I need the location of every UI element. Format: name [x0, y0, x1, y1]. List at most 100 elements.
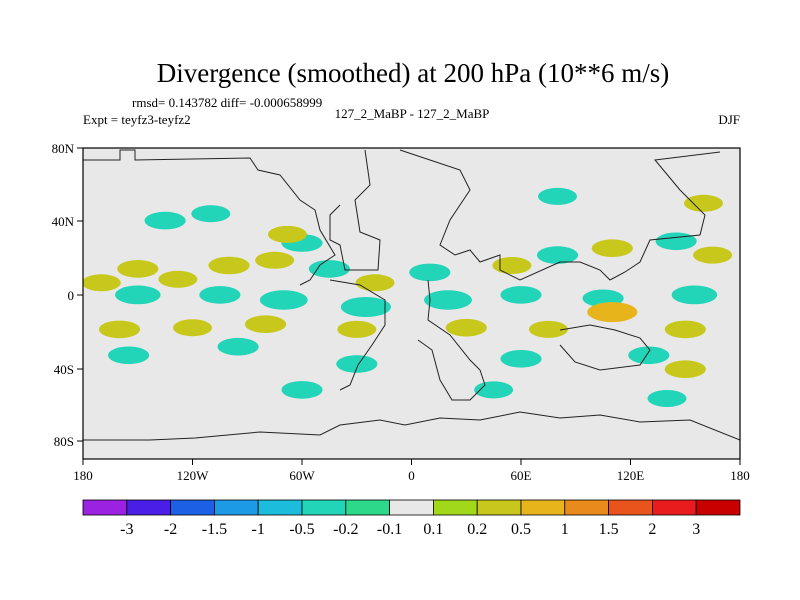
x-tick-label: 180: [730, 468, 750, 483]
colorbar-swatch: [257, 499, 303, 516]
colorbar-label: 0.5: [511, 521, 531, 538]
y-tick-label: 40N: [52, 214, 75, 229]
y-tick-label: 80S: [54, 434, 74, 449]
divergence-blob: [693, 246, 733, 264]
divergence-blob: [144, 211, 186, 230]
colorbar-label: 0.2: [467, 521, 487, 538]
colorbar-swatch: [82, 499, 128, 516]
x-tick-label: 120W: [177, 468, 210, 483]
map-background: [83, 148, 740, 459]
divergence-blob: [158, 270, 198, 288]
colorbar-swatch: [476, 499, 522, 516]
colorbar-label: 1.5: [599, 521, 619, 538]
experiment-label: Expt = teyfz3-teyfz2: [83, 112, 191, 127]
divergence-blob: [647, 390, 687, 407]
divergence-blob: [445, 318, 487, 337]
colorbar-swatch: [301, 499, 347, 516]
divergence-blob: [536, 246, 579, 264]
divergence-blob: [340, 297, 391, 317]
divergence-blob: [267, 225, 307, 243]
divergence-blob: [191, 205, 231, 223]
greenland-outline: [329, 149, 381, 271]
colorbar-label: -1.5: [202, 521, 227, 538]
coastline-outlines: [83, 149, 740, 441]
colorbar-swatch: [564, 499, 609, 516]
colorbar-label: -0.2: [333, 521, 358, 538]
divergence-blob: [538, 187, 577, 205]
y-tick-label: 0: [68, 288, 75, 303]
colorbar-swatch: [389, 499, 434, 516]
divergence-blob: [628, 346, 670, 365]
divergence-blob: [98, 320, 141, 339]
north-america-outline: [83, 149, 336, 286]
africa-outline: [417, 279, 486, 401]
divergence-blob: [208, 256, 250, 275]
divergence-blob: [664, 360, 706, 379]
divergence-blob: [173, 319, 212, 337]
colorbar-swatch: [432, 499, 478, 516]
colorbar-swatch: [213, 499, 259, 516]
colorbar-swatch: [345, 499, 390, 516]
divergence-blob: [117, 260, 159, 278]
divergence-blob: [217, 337, 259, 356]
divergence-blob: [409, 263, 451, 282]
colorbar-label: 2: [648, 521, 656, 538]
x-tick-label: 180: [73, 468, 93, 483]
colorbar-swatch: [695, 499, 741, 516]
australia-outline: [559, 324, 651, 371]
x-tick-label: 120E: [617, 468, 645, 483]
divergence-blob: [528, 320, 568, 338]
south-america-outline: [329, 279, 386, 391]
divergence-blob: [255, 251, 295, 269]
divergence-blob: [308, 260, 350, 278]
chart-title: Divergence (smoothed) at 200 hPa (10**6 …: [157, 58, 669, 88]
colorbar-label: -2: [164, 521, 177, 538]
divergence-blob: [671, 285, 718, 305]
x-tick-label: 60E: [511, 468, 532, 483]
divergence-blob: [244, 315, 287, 334]
stats-line: rmsd= 0.143782 diff= -0.000658999: [132, 95, 322, 110]
divergence-blob: [336, 355, 378, 373]
colorbar-swatch: [126, 499, 172, 516]
colorbar: -3 -2 -1.5 -1 -0.5 -0.2 -0.1 0.1 0.2 0.5…: [82, 499, 741, 538]
x-axis: 180 120W 60W 0 60E 120E 180: [73, 459, 750, 483]
colorbar-swatch: [652, 499, 697, 516]
colorbar-label: -3: [120, 521, 133, 538]
divergence-blob: [591, 239, 633, 257]
y-tick-label: 40S: [54, 362, 74, 377]
x-tick-label: 60W: [289, 468, 315, 483]
divergence-blob: [281, 381, 323, 399]
divergence-blob: [424, 290, 472, 310]
divergence-blob: [587, 302, 638, 323]
divergence-blob: [115, 285, 161, 305]
colorbar-swatch: [170, 499, 215, 516]
y-tick-label: 80N: [52, 141, 75, 156]
divergence-blob: [108, 346, 150, 365]
colorbar-label: 0.1: [423, 521, 443, 538]
x-tick-label: 0: [408, 468, 415, 483]
divergence-blob: [500, 350, 542, 368]
divergence-blob: [684, 194, 723, 212]
divergence-blob: [655, 232, 697, 251]
y-axis: 80N 40N 0 40S 80S: [52, 141, 83, 449]
colorbar-label: -1: [252, 521, 265, 538]
colorbar-swatch: [608, 499, 653, 516]
colorbar-label: 3: [692, 521, 700, 538]
divergence-blob: [259, 290, 308, 310]
colorbar-label: 1: [561, 521, 569, 538]
divergence-blob: [664, 320, 706, 339]
eurasia-outline: [399, 149, 721, 281]
divergence-blob: [355, 274, 395, 292]
divergence-blob: [492, 257, 532, 274]
divergence-field: [83, 187, 733, 407]
colorbar-label: -0.5: [289, 521, 314, 538]
antarctica-outline: [83, 411, 740, 441]
colorbar-swatch: [520, 499, 566, 516]
season-label: DJF: [718, 112, 740, 127]
divergence-blob: [199, 286, 241, 304]
center-label: 127_2_MaBP - 127_2_MaBP: [335, 106, 490, 121]
divergence-blob: [83, 274, 121, 292]
divergence-blob: [500, 286, 542, 304]
divergence-blob: [337, 320, 377, 338]
